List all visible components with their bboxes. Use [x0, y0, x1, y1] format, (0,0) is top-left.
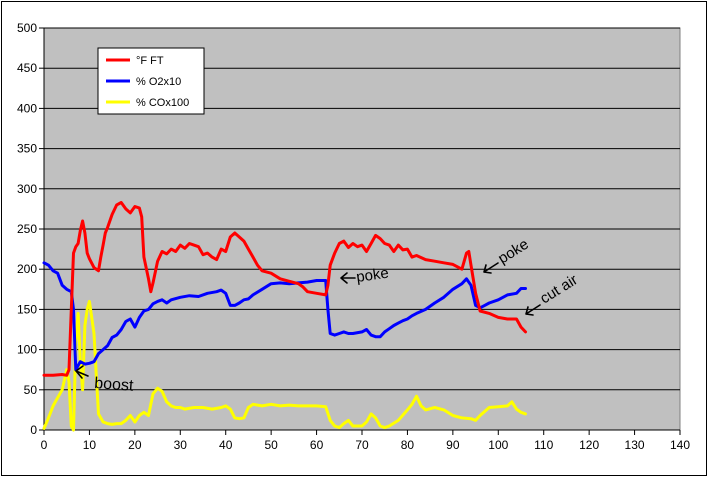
y-axis: 0 50 100 150 200 250 300 350 400 450 500 — [17, 21, 45, 437]
annotation-poke-1: poke — [340, 265, 390, 286]
series-line-2 — [42, 299, 527, 432]
y-tick-label-100: 100 — [17, 343, 37, 357]
x-tick-label-50: 50 — [264, 438, 278, 452]
x-tick-label-80: 80 — [401, 438, 415, 452]
x-tick-label-40: 40 — [219, 438, 233, 452]
y-tick-label-250: 250 — [17, 222, 37, 236]
legend-label-o2: % O2x10 — [136, 76, 181, 88]
x-tick-label-130: 130 — [625, 438, 645, 452]
y-tick-label-150: 150 — [17, 302, 37, 316]
x-tick-label-90: 90 — [446, 438, 460, 452]
annotation-boost-text: boost — [94, 375, 135, 395]
y-tick-label-50: 50 — [24, 383, 38, 397]
legend-label-co: % COx100 — [136, 97, 189, 109]
x-tick-label-120: 120 — [579, 438, 599, 452]
x-tick-label-140: 140 — [670, 438, 690, 452]
x-tick-label-30: 30 — [174, 438, 188, 452]
series-group — [42, 201, 527, 432]
annotation-poke-1-text: poke — [355, 265, 390, 286]
annotation-boost: boost — [75, 365, 135, 395]
x-tick-label-10: 10 — [83, 438, 97, 452]
legend: °F FT % O2x10 % COx100 — [97, 47, 205, 115]
x-tick-label-70: 70 — [355, 438, 369, 452]
y-tick-label-300: 300 — [17, 182, 37, 196]
annotation-cut-air-arrow — [525, 304, 541, 316]
x-tick-label-0: 0 — [41, 438, 48, 452]
x-tick-label-20: 20 — [128, 438, 142, 452]
series-line-1 — [42, 261, 527, 372]
y-tick-label-500: 500 — [17, 21, 37, 35]
annotation-boost-arrow — [75, 365, 89, 379]
y-tick-label-0: 0 — [30, 423, 37, 437]
x-axis: 0 10 20 30 40 50 60 70 80 90 100 110 120 130 140 — [41, 429, 690, 452]
legend-label-ff: °F FT — [136, 55, 164, 67]
x-tick-label-110: 110 — [534, 438, 553, 452]
annotation-poke-1-arrow — [340, 272, 356, 284]
annotation-poke-2-arrow — [483, 262, 499, 274]
x-tick-label-100: 100 — [488, 438, 508, 452]
x-tick-label-60: 60 — [310, 438, 324, 452]
series-line-0 — [42, 201, 527, 377]
y-tick-label-450: 450 — [17, 61, 37, 75]
gridlines — [44, 27, 680, 391]
y-tick-label-350: 350 — [17, 142, 37, 156]
y-tick-label-400: 400 — [17, 101, 37, 115]
y-tick-label-200: 200 — [17, 262, 37, 276]
